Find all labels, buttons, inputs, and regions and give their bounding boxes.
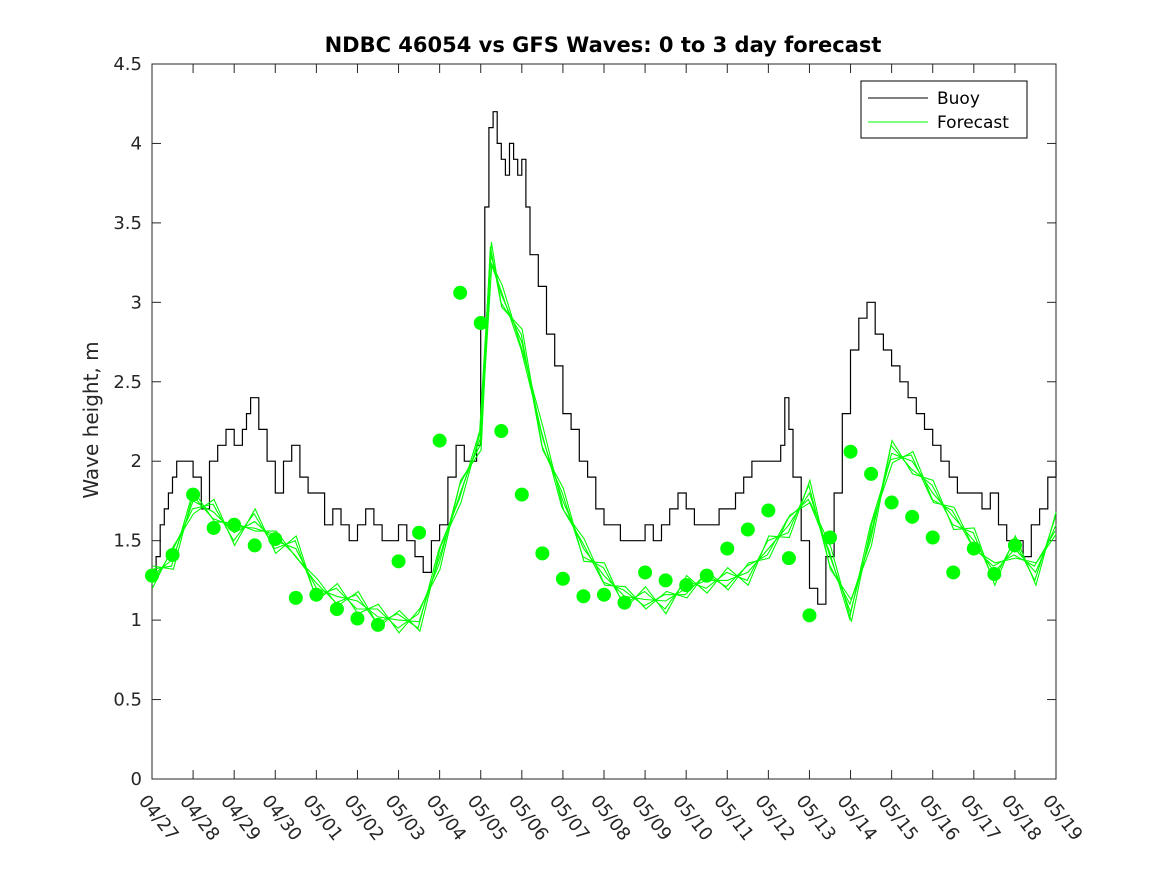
series-layer (145, 111, 1057, 634)
plot-frame (151, 63, 1057, 780)
x-tick-label: 05/11 (709, 791, 757, 845)
forecast-analysis-point (679, 578, 694, 593)
forecast-analysis-point (617, 595, 632, 610)
forecast-analysis-point (761, 503, 776, 518)
y-tick-label: 2 (131, 451, 142, 472)
x-tick-label: 05/10 (668, 791, 716, 845)
forecast-analysis-point (391, 554, 406, 569)
forecast-analysis-point (1007, 538, 1022, 553)
forecast-analysis-point (658, 573, 673, 588)
legend-box (860, 80, 1028, 139)
forecast-analysis-point (247, 538, 262, 553)
forecast-analysis-point (514, 487, 529, 502)
forecast-analysis-point (638, 565, 653, 580)
forecast-analysis-point (227, 517, 242, 532)
forecast-analysis-point (350, 611, 365, 626)
forecast-analysis-point (329, 601, 344, 616)
forecast-analysis-point (823, 530, 837, 545)
x-tick-label: 04/28 (175, 791, 223, 845)
x-tick-label: 05/07 (545, 791, 593, 845)
series-forecast-run-4 (151, 260, 1056, 629)
forecast-analysis-point (206, 520, 221, 535)
forecast-analysis-point (412, 525, 427, 540)
x-tick-label: 05/13 (792, 791, 840, 845)
y-tick-label: 1.5 (113, 531, 142, 552)
chart-title: NDBC 46054 vs GFS Waves: 0 to 3 day fore… (325, 33, 882, 57)
legend: Buoy Forecast (860, 80, 1028, 139)
forecast-analysis-point (288, 590, 303, 605)
forecast-analysis-point (145, 568, 159, 583)
forecast-analysis-point (946, 565, 961, 580)
forecast-analysis-point (740, 522, 755, 537)
forecast-analysis-point (268, 532, 283, 547)
x-tick-label: 04/29 (216, 791, 264, 845)
forecast-analysis-point (309, 587, 324, 602)
forecast-analysis-point (905, 509, 920, 524)
x-tick-label: 05/06 (504, 791, 552, 845)
y-axis: 0 0.5 1 1.5 2 2.5 3 3.5 4 4.5 (113, 54, 1056, 790)
forecast-analysis-point (494, 424, 509, 439)
y-tick-label: 4 (131, 133, 142, 154)
forecast-analysis-point (165, 547, 180, 562)
legend-label-forecast: Forecast (937, 113, 1009, 133)
x-tick-label: 05/14 (833, 791, 881, 845)
x-tick-label: 05/02 (340, 791, 388, 845)
x-tick-label: 05/03 (381, 791, 429, 845)
forecast-analysis-point (535, 546, 550, 561)
forecast-analysis-point (781, 551, 796, 566)
y-tick-label: 3.5 (113, 213, 142, 234)
forecast-analysis-point (966, 541, 981, 556)
x-tick-label: 05/09 (627, 791, 675, 845)
y-tick-label: 0 (131, 769, 142, 790)
x-tick-label: 05/15 (874, 791, 922, 845)
forecast-analysis-point (864, 466, 879, 481)
forecast-analysis-point (720, 541, 735, 556)
x-tick-label: 05/12 (750, 791, 798, 845)
forecast-analysis-point (597, 587, 611, 602)
x-tick-label: 05/04 (422, 791, 470, 845)
x-tick-label: 05/16 (915, 791, 963, 845)
plot-area (151, 63, 1057, 780)
forecast-analysis-point (186, 487, 201, 502)
forecast-analysis-point (453, 285, 468, 300)
x-tick-label: 05/08 (586, 791, 634, 845)
forecast-analysis-point (802, 608, 817, 623)
y-tick-label: 3 (131, 292, 142, 313)
x-tick-label: 05/05 (463, 791, 511, 845)
forecast-analysis-point (371, 617, 385, 632)
forecast-analysis-point (555, 571, 570, 586)
x-tick-label: 05/19 (1038, 791, 1086, 845)
forecast-analysis-point (576, 589, 591, 604)
y-tick-label: 1 (131, 610, 142, 631)
forecast-analysis-point (432, 433, 447, 448)
x-tick-label: 05/17 (956, 791, 1004, 845)
x-tick-label: 05/01 (298, 791, 346, 845)
y-tick-label: 0.5 (113, 690, 142, 711)
series-buoy-line (152, 111, 1057, 605)
legend-label-buoy: Buoy (937, 89, 980, 109)
forecast-analysis-point (699, 568, 714, 583)
y-tick-label: 2.5 (113, 372, 142, 393)
forecast-analysis-point (884, 495, 899, 510)
y-axis-label: Wave height, m (79, 341, 103, 498)
forecast-analysis-point (843, 444, 858, 459)
y-tick-label: 4.5 (113, 54, 142, 75)
forecast-analysis-point (925, 530, 940, 545)
forecast-analysis-point (987, 567, 1002, 582)
x-tick-label: 05/18 (997, 791, 1045, 845)
forecast-analysis-point (473, 315, 488, 330)
x-tick-label: 04/27 (134, 791, 182, 845)
x-tick-label: 04/30 (257, 791, 305, 845)
